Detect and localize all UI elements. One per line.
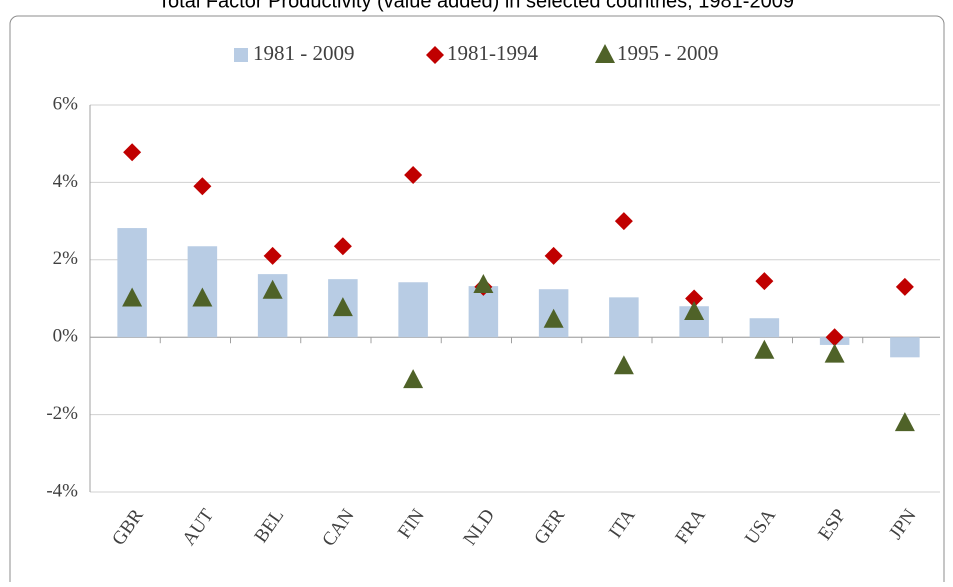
diamond-marker	[895, 277, 914, 296]
bar	[398, 282, 428, 338]
diamond-marker	[123, 143, 142, 162]
bar	[749, 318, 780, 338]
legend-swatch	[234, 48, 248, 62]
triangle-marker	[543, 308, 564, 328]
y-tick-label: -4%	[46, 480, 78, 501]
legend-label: 1981 - 2009	[253, 41, 355, 65]
diamond-marker	[333, 237, 352, 256]
triangle-marker	[122, 287, 143, 307]
chart-title: Total Factor Productivity (value added) …	[158, 0, 794, 12]
diamond-marker	[544, 246, 563, 265]
y-tick-label: 6%	[53, 93, 79, 114]
bar	[609, 297, 639, 338]
diamond-marker	[263, 246, 282, 265]
diamond-marker	[825, 328, 844, 347]
diamond-marker	[193, 177, 212, 196]
triangle-marker	[403, 369, 424, 389]
y-tick-label: 0%	[53, 326, 79, 347]
y-tick-label: -2%	[46, 403, 78, 424]
triangle-marker	[595, 44, 615, 63]
triangle-marker	[824, 343, 845, 363]
y-tick-label: 2%	[53, 248, 79, 269]
y-tick-label: 4%	[53, 171, 79, 192]
triangle-marker	[192, 287, 213, 307]
bar	[117, 228, 147, 338]
bar	[890, 337, 920, 358]
triangle-marker	[613, 355, 634, 375]
diamond-marker	[426, 46, 444, 64]
diamond-marker	[614, 212, 633, 231]
triangle-marker	[754, 339, 775, 359]
diamond-marker	[755, 272, 774, 291]
triangle-marker	[262, 279, 283, 299]
legend-label: 1995 - 2009	[617, 41, 719, 65]
triangle-marker	[894, 412, 915, 432]
diamond-marker	[685, 289, 704, 308]
legend-label: 1981-1994	[447, 41, 538, 65]
diamond-marker	[404, 166, 423, 185]
triangle-marker	[473, 273, 494, 293]
triangle-marker	[684, 301, 705, 321]
triangle-marker	[332, 297, 353, 317]
